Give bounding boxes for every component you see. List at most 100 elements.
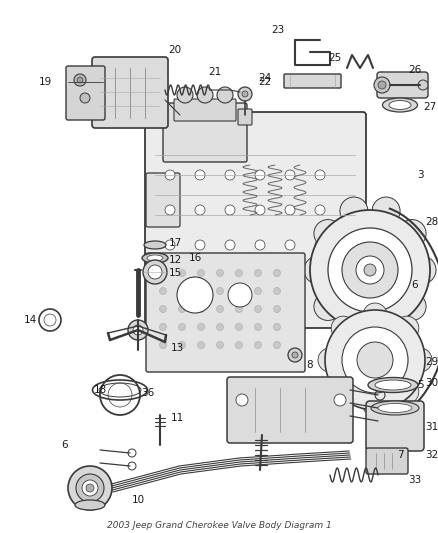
Circle shape [310,210,430,330]
Circle shape [238,87,252,101]
Circle shape [285,205,295,215]
Circle shape [318,348,342,372]
Text: 30: 30 [425,378,438,388]
Circle shape [179,342,186,349]
Ellipse shape [371,401,419,415]
Circle shape [314,293,342,320]
Circle shape [331,380,355,404]
Circle shape [328,228,412,312]
Circle shape [216,305,223,312]
Text: 14: 14 [23,315,37,325]
Text: 20: 20 [169,45,182,55]
FancyBboxPatch shape [227,377,353,443]
Circle shape [357,342,393,378]
Text: 7: 7 [397,450,403,460]
Circle shape [304,256,332,284]
Text: 25: 25 [328,53,342,63]
Circle shape [133,325,143,335]
Circle shape [315,205,325,215]
Text: 24: 24 [258,73,272,83]
Text: 13: 13 [170,343,184,353]
Circle shape [216,324,223,330]
FancyBboxPatch shape [238,109,252,125]
Circle shape [292,352,298,358]
Ellipse shape [378,403,412,413]
FancyBboxPatch shape [163,103,247,162]
Circle shape [216,342,223,349]
Ellipse shape [142,253,168,263]
Text: 2003 Jeep Grand Cherokee Valve Body Diagram 1: 2003 Jeep Grand Cherokee Valve Body Diag… [106,521,332,529]
Circle shape [225,170,235,180]
Ellipse shape [75,500,105,510]
Circle shape [340,315,368,343]
Circle shape [236,342,243,349]
Circle shape [165,205,175,215]
FancyBboxPatch shape [145,112,366,328]
Circle shape [395,380,419,404]
FancyBboxPatch shape [366,401,424,451]
Text: 21: 21 [208,67,222,77]
Circle shape [398,293,426,320]
Circle shape [372,197,400,225]
Text: 3: 3 [417,170,423,180]
Circle shape [198,342,205,349]
Circle shape [128,320,148,340]
FancyBboxPatch shape [92,57,168,128]
Circle shape [374,77,390,93]
Circle shape [195,280,205,290]
Circle shape [228,283,252,307]
FancyBboxPatch shape [366,448,408,474]
Ellipse shape [375,380,411,390]
Circle shape [197,87,213,103]
Text: 28: 28 [425,217,438,227]
Text: 11: 11 [170,413,184,423]
Circle shape [363,303,387,327]
Circle shape [342,242,398,298]
Circle shape [159,324,166,330]
Text: 31: 31 [425,422,438,432]
FancyBboxPatch shape [66,66,105,120]
Circle shape [236,305,243,312]
Circle shape [342,327,408,393]
Text: 22: 22 [258,77,272,87]
Circle shape [179,324,186,330]
Circle shape [255,170,265,180]
Circle shape [159,305,166,312]
Text: 6: 6 [412,280,418,290]
Text: 5: 5 [417,380,423,390]
Circle shape [198,305,205,312]
Circle shape [254,287,261,295]
Circle shape [288,348,302,362]
Text: 23: 23 [272,25,285,35]
Circle shape [195,170,205,180]
Text: 12: 12 [168,255,182,265]
Text: 10: 10 [131,495,145,505]
Circle shape [364,264,376,276]
Circle shape [254,342,261,349]
Circle shape [216,287,223,295]
Text: 6: 6 [62,440,68,450]
Circle shape [273,270,280,277]
Circle shape [315,170,325,180]
Circle shape [340,197,368,225]
Circle shape [236,270,243,277]
Ellipse shape [382,98,417,112]
Circle shape [217,87,233,103]
Text: 15: 15 [168,268,182,278]
Circle shape [80,93,90,103]
Circle shape [398,220,426,247]
Ellipse shape [389,101,411,109]
Circle shape [236,287,243,295]
FancyBboxPatch shape [146,253,305,372]
Text: 36: 36 [141,388,155,398]
Circle shape [255,240,265,250]
Circle shape [356,256,384,284]
Circle shape [195,205,205,215]
Circle shape [165,240,175,250]
Circle shape [363,393,387,417]
Circle shape [254,270,261,277]
Circle shape [408,348,432,372]
Circle shape [273,324,280,330]
Circle shape [82,480,98,496]
Text: 19: 19 [39,77,52,87]
